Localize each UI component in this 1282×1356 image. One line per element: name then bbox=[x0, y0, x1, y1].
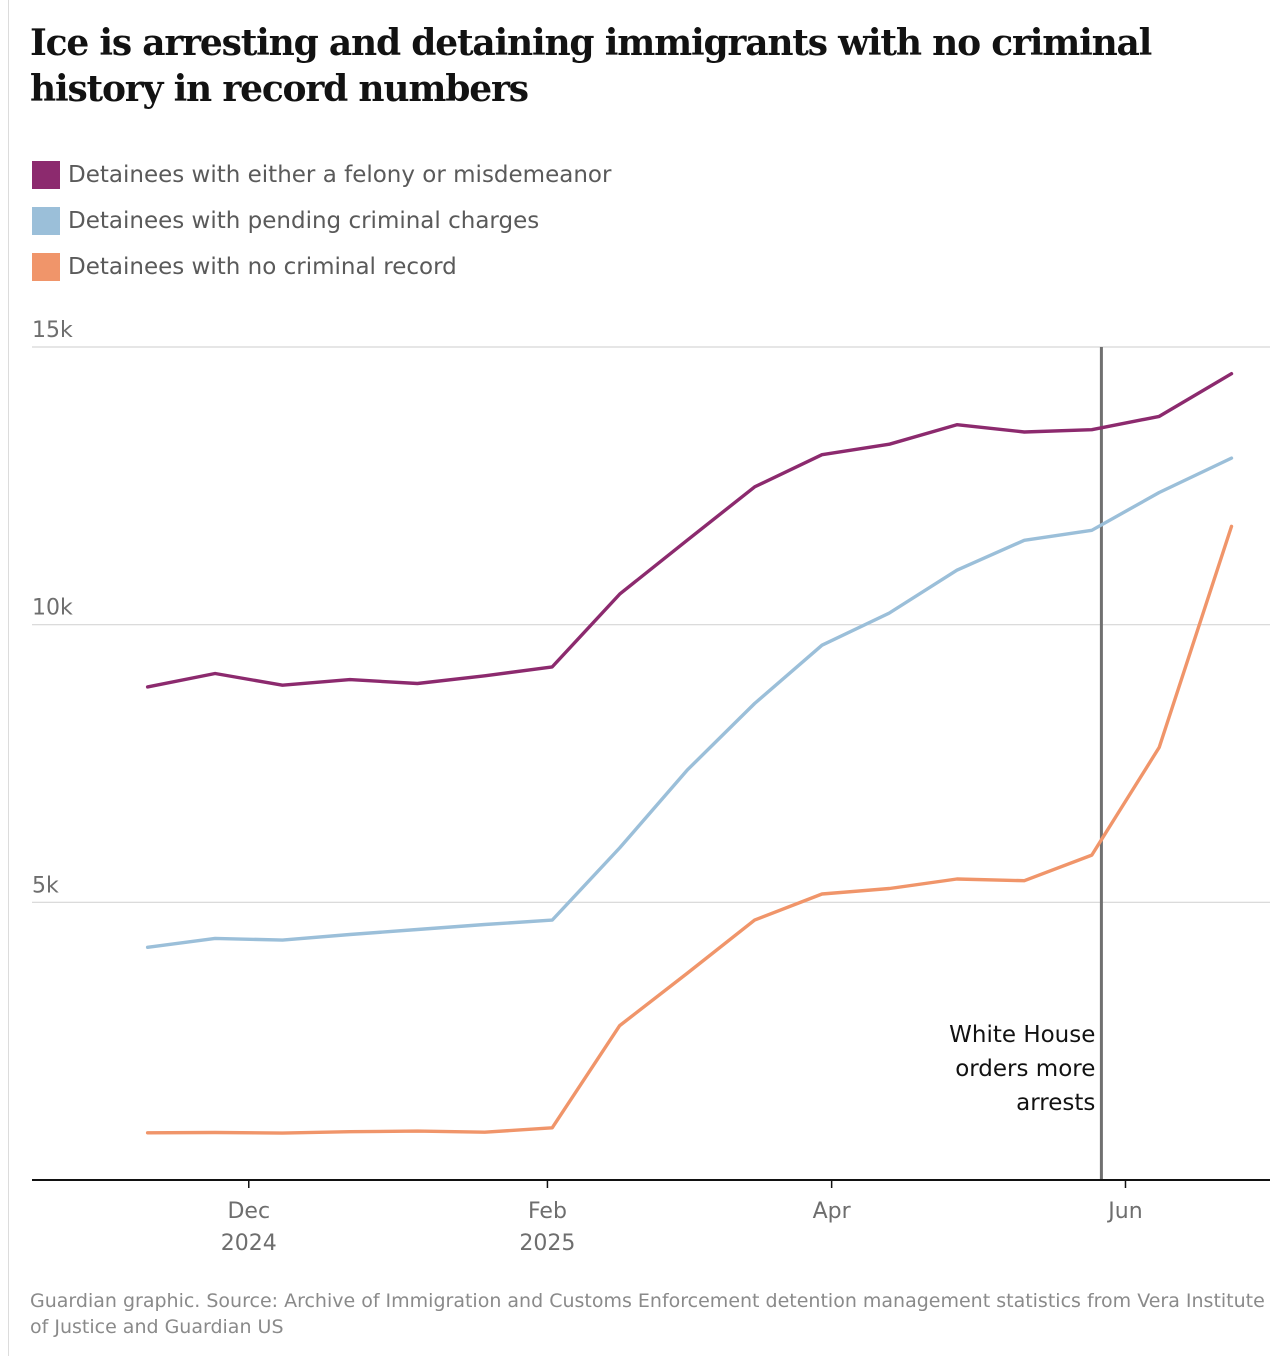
legend-item-pending: Detainees with pending criminal charges bbox=[32, 198, 611, 244]
y-tick-label-15k: 15k bbox=[32, 318, 73, 343]
legend: Detainees with either a felony or misdem… bbox=[32, 152, 611, 290]
chart-title: Ice is arresting and detaining immigrant… bbox=[30, 22, 1152, 110]
legend-label-felony: Detainees with either a felony or misdem… bbox=[68, 162, 612, 188]
series-line-pending bbox=[145, 456, 1234, 949]
legend-swatch-no-record bbox=[32, 253, 60, 281]
left-border bbox=[8, 0, 9, 1356]
gridlines bbox=[32, 346, 1270, 903]
legend-swatch-felony bbox=[32, 161, 60, 189]
line-chart: 5k 10k 15k White House orders more arrests D… bbox=[32, 318, 1270, 1256]
x-tick-label-apr: Apr bbox=[813, 1199, 852, 1224]
legend-label-no-record: Detainees with no criminal record bbox=[68, 254, 457, 280]
series-line-felony bbox=[145, 372, 1234, 689]
y-tick-label-5k: 5k bbox=[32, 873, 59, 898]
legend-swatch-pending bbox=[32, 207, 60, 235]
x-tick-label-dec: Dec bbox=[227, 1199, 270, 1224]
series-layer bbox=[145, 372, 1234, 1135]
legend-item-no-record: Detainees with no criminal record bbox=[32, 244, 611, 290]
x-tick-sublabel-2025: 2025 bbox=[519, 1231, 575, 1256]
y-axis-labels: 5k 10k 15k bbox=[32, 318, 73, 898]
annotation-text-line: White House bbox=[949, 1022, 1095, 1048]
legend-item-felony: Detainees with either a felony or misdem… bbox=[32, 152, 611, 198]
x-tick-label-feb: Feb bbox=[528, 1199, 567, 1224]
annotation-text-layer: White House orders more arrests bbox=[949, 1022, 1095, 1116]
y-tick-label-10k: 10k bbox=[32, 596, 73, 621]
x-tick-sublabel-2024: 2024 bbox=[221, 1231, 277, 1256]
series-line-no-record bbox=[145, 524, 1234, 1135]
source-note: Guardian graphic. Source: Archive of Imm… bbox=[30, 1290, 1265, 1338]
x-tick-label-jun: Jun bbox=[1106, 1199, 1142, 1224]
legend-label-pending: Detainees with pending criminal charges bbox=[68, 208, 540, 234]
x-axis: Dec 2024 Feb 2025 Apr Jun bbox=[32, 1179, 1270, 1256]
annotation-text-line: orders more bbox=[955, 1056, 1095, 1082]
annotation-text-line: arrests bbox=[1016, 1090, 1095, 1116]
